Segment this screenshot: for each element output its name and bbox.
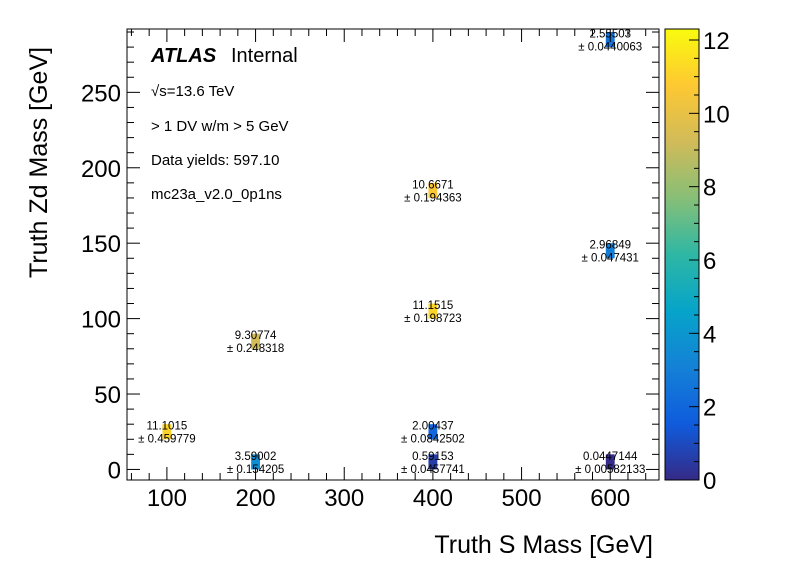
color-scale-axis: 0 2 4 6 8 10 12 bbox=[689, 28, 730, 495]
y-tick-label: 50 bbox=[94, 382, 121, 409]
cell-error-label: ± 0.198723 bbox=[404, 313, 461, 325]
y-tick-label: 100 bbox=[81, 307, 121, 334]
selection-label: > 1 DV w/m > 5 GeV bbox=[151, 118, 289, 135]
color-scale-tick-label: 8 bbox=[703, 175, 716, 202]
cell-value-label: 10.6671 bbox=[412, 179, 454, 191]
x-axis: 100 200 300 400 500 600 bbox=[130, 29, 647, 512]
cell-error-label: ± 0.047431 bbox=[581, 253, 638, 265]
internal-label: Internal bbox=[231, 45, 298, 67]
y-axis: 0 50 100 150 200 250 bbox=[81, 31, 659, 484]
cell-value-label: 3.59002 bbox=[235, 451, 277, 463]
cell-value-label: 2.96849 bbox=[589, 240, 631, 252]
color-scale-tick-label: 4 bbox=[703, 321, 716, 348]
x-tick-label: 200 bbox=[236, 485, 276, 512]
y-tick-label: 250 bbox=[81, 80, 121, 107]
y-tick-label: 0 bbox=[108, 457, 121, 484]
cell-value-label: 11.1015 bbox=[147, 421, 188, 433]
color-scale-tick-label: 2 bbox=[703, 395, 716, 422]
cell-value-label: 11.1515 bbox=[413, 300, 454, 312]
cell-error-label: ± 0.0440063 bbox=[578, 42, 642, 54]
sqrt-s-label: √s=13.6 TeV bbox=[151, 83, 234, 100]
cell-value-label: 9.30774 bbox=[235, 330, 277, 342]
x-tick-label: 100 bbox=[147, 485, 187, 512]
cell-error-label: ± 0.0842502 bbox=[401, 434, 465, 446]
y-tick-label: 150 bbox=[81, 231, 121, 258]
cell-error-label: ± 0.194363 bbox=[404, 192, 461, 204]
atlas-label: ATLAS bbox=[150, 45, 217, 67]
color-scale-tick-label: 12 bbox=[703, 28, 730, 55]
x-tick-label: 400 bbox=[413, 485, 453, 512]
heatmap-cell bbox=[605, 243, 615, 259]
color-scale-tick-label: 0 bbox=[703, 468, 716, 495]
cell-value-label: 2.00437 bbox=[412, 421, 454, 433]
heatmap-cell bbox=[605, 454, 615, 470]
heatmap-cell bbox=[162, 424, 172, 440]
heatmap-cell bbox=[251, 454, 260, 470]
x-tick-label: 500 bbox=[502, 485, 542, 512]
color-scale-tick-label: 6 bbox=[703, 248, 716, 275]
y-axis-title: Truth Zd Mass [GeV] bbox=[25, 47, 53, 278]
color-scale-bar bbox=[664, 28, 700, 481]
cell-value-label: 0.0447144 bbox=[583, 451, 638, 463]
cell-error-label: ± 0.248318 bbox=[227, 343, 284, 355]
color-scale-tick-label: 10 bbox=[703, 101, 730, 128]
heatmap-cell bbox=[428, 454, 438, 470]
heatmap-cell bbox=[428, 182, 438, 198]
heatmap-cell bbox=[428, 303, 438, 319]
yields-label: Data yields: 597.10 bbox=[151, 152, 279, 169]
x-axis-title: Truth S Mass [GeV] bbox=[434, 531, 653, 559]
cell-error-label: ± 0.459779 bbox=[138, 434, 195, 446]
heatmap-cell bbox=[251, 333, 260, 349]
cell-value-label: 0.59153 bbox=[412, 451, 454, 463]
x-tick-label: 300 bbox=[324, 485, 364, 512]
sample-label: mc23a_v2.0_0p1ns bbox=[151, 186, 282, 203]
x-tick-label: 600 bbox=[590, 485, 630, 512]
y-tick-label: 200 bbox=[81, 156, 121, 183]
heatmap-cell bbox=[428, 424, 438, 440]
plot-frame bbox=[126, 28, 660, 481]
